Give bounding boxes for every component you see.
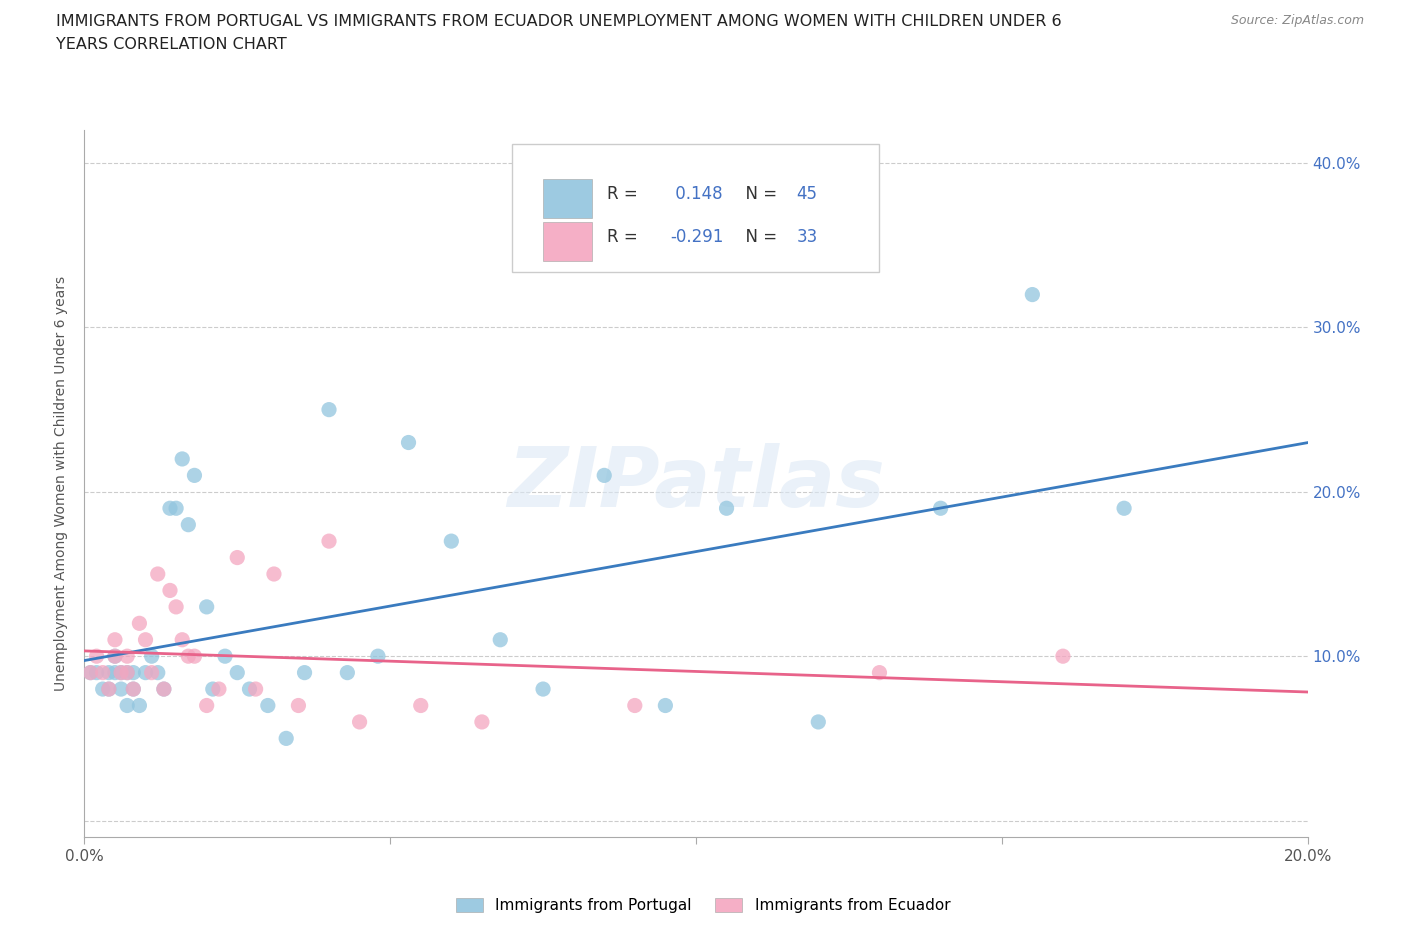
Point (153, 682, 176, 697)
Y-axis label: Unemployment Among Women with Children Under 6 years: Unemployment Among Women with Children U… (55, 276, 69, 691)
Point (489, 632, 512, 647)
Point (165, 501, 187, 516)
Point (141, 665, 163, 680)
Point (440, 534, 463, 549)
Text: 0.148: 0.148 (671, 185, 723, 204)
Text: YEARS CORRELATION CHART: YEARS CORRELATION CHART (56, 37, 287, 52)
Point (115, 649, 138, 664)
FancyBboxPatch shape (543, 179, 592, 219)
Point (177, 517, 200, 532)
Point (110, 665, 132, 680)
Point (214, 649, 236, 664)
Point (349, 714, 371, 729)
Text: R =: R = (606, 229, 643, 246)
Point (245, 682, 267, 697)
Point (367, 649, 389, 664)
Point (1021, 287, 1043, 302)
Point (97, 665, 120, 680)
Point (110, 682, 132, 697)
Point (115, 698, 138, 713)
Point (79, 665, 101, 680)
Legend: Immigrants from Portugal, Immigrants from Ecuador: Immigrants from Portugal, Immigrants fro… (456, 898, 950, 913)
FancyBboxPatch shape (543, 222, 592, 261)
Point (135, 632, 157, 647)
Point (97, 682, 120, 697)
Point (531, 682, 554, 697)
Point (226, 665, 249, 680)
Point (336, 665, 359, 680)
Point (294, 665, 316, 680)
Point (122, 682, 145, 697)
Point (263, 566, 285, 581)
FancyBboxPatch shape (513, 144, 880, 272)
Text: N =: N = (735, 229, 783, 246)
Point (869, 665, 891, 680)
Point (104, 649, 127, 664)
Point (91, 682, 114, 697)
Point (122, 665, 145, 680)
Text: R =: R = (606, 185, 643, 204)
Point (471, 714, 494, 729)
Text: N =: N = (735, 185, 783, 204)
Text: IMMIGRANTS FROM PORTUGAL VS IMMIGRANTS FROM ECUADOR UNEMPLOYMENT AMONG WOMEN WIT: IMMIGRANTS FROM PORTUGAL VS IMMIGRANTS F… (56, 14, 1062, 29)
Point (128, 698, 150, 713)
Point (146, 566, 169, 581)
Point (128, 616, 150, 631)
Point (624, 698, 647, 713)
Point (97, 682, 120, 697)
Point (153, 682, 176, 697)
Point (201, 682, 224, 697)
Point (195, 600, 218, 615)
Point (593, 468, 616, 483)
Point (226, 551, 249, 565)
Point (318, 402, 340, 417)
Point (1114, 501, 1136, 516)
Point (208, 682, 231, 697)
Point (183, 649, 205, 664)
Point (122, 682, 145, 697)
Point (654, 698, 676, 713)
Text: 33: 33 (796, 229, 817, 246)
Point (141, 649, 163, 664)
Point (104, 665, 127, 680)
Text: ZIPatlas: ZIPatlas (508, 443, 884, 525)
Point (86, 649, 108, 664)
Point (287, 698, 309, 713)
Text: Source: ZipAtlas.com: Source: ZipAtlas.com (1230, 14, 1364, 27)
Point (929, 501, 952, 516)
Point (79, 665, 101, 680)
Point (238, 682, 260, 697)
Point (195, 698, 218, 713)
Point (183, 468, 205, 483)
Point (172, 632, 194, 647)
Point (159, 583, 181, 598)
Point (172, 451, 194, 466)
Text: -0.291: -0.291 (671, 229, 724, 246)
Point (110, 665, 132, 680)
Point (159, 501, 181, 516)
Point (318, 534, 340, 549)
Point (86, 665, 108, 680)
Point (115, 665, 138, 680)
Point (807, 714, 830, 729)
Point (409, 698, 432, 713)
Point (398, 435, 420, 450)
Point (716, 501, 738, 516)
Point (257, 698, 280, 713)
Point (135, 665, 157, 680)
Point (1052, 649, 1074, 664)
Point (146, 665, 169, 680)
Point (276, 731, 298, 746)
Point (165, 600, 187, 615)
Point (115, 665, 138, 680)
Point (91, 665, 114, 680)
Point (104, 632, 127, 647)
Text: 45: 45 (796, 185, 817, 204)
Point (177, 649, 200, 664)
Point (104, 649, 127, 664)
